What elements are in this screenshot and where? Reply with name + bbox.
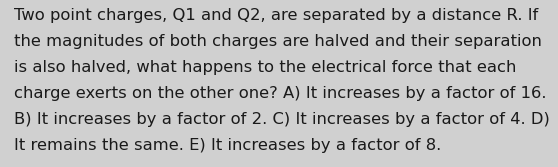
Text: charge exerts on the other one? A) It increases by a factor of 16.: charge exerts on the other one? A) It in…: [14, 86, 546, 101]
Text: Two point charges, Q1 and Q2, are separated by a distance R. If: Two point charges, Q1 and Q2, are separa…: [14, 8, 538, 23]
Text: the magnitudes of both charges are halved and their separation: the magnitudes of both charges are halve…: [14, 34, 542, 49]
Text: It remains the same. E) It increases by a factor of 8.: It remains the same. E) It increases by …: [14, 138, 441, 153]
Text: B) It increases by a factor of 2. C) It increases by a factor of 4. D): B) It increases by a factor of 2. C) It …: [14, 112, 550, 127]
Text: is also halved, what happens to the electrical force that each: is also halved, what happens to the elec…: [14, 60, 516, 75]
